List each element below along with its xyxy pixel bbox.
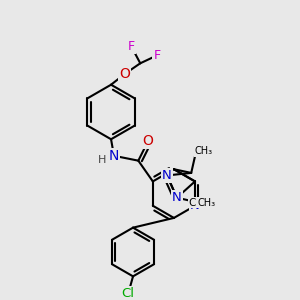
- Text: F: F: [153, 49, 161, 62]
- Text: CH₃: CH₃: [195, 146, 213, 157]
- Text: N: N: [172, 191, 182, 204]
- Text: H: H: [98, 155, 106, 165]
- Text: O: O: [142, 134, 154, 148]
- Text: O: O: [119, 67, 130, 81]
- Text: F: F: [128, 40, 135, 53]
- Text: CH₃: CH₃: [197, 198, 215, 208]
- Text: Cl: Cl: [122, 287, 135, 300]
- Text: N: N: [190, 199, 200, 212]
- Text: N: N: [109, 149, 119, 163]
- Text: CH₃: CH₃: [189, 198, 208, 208]
- Text: N: N: [162, 169, 172, 182]
